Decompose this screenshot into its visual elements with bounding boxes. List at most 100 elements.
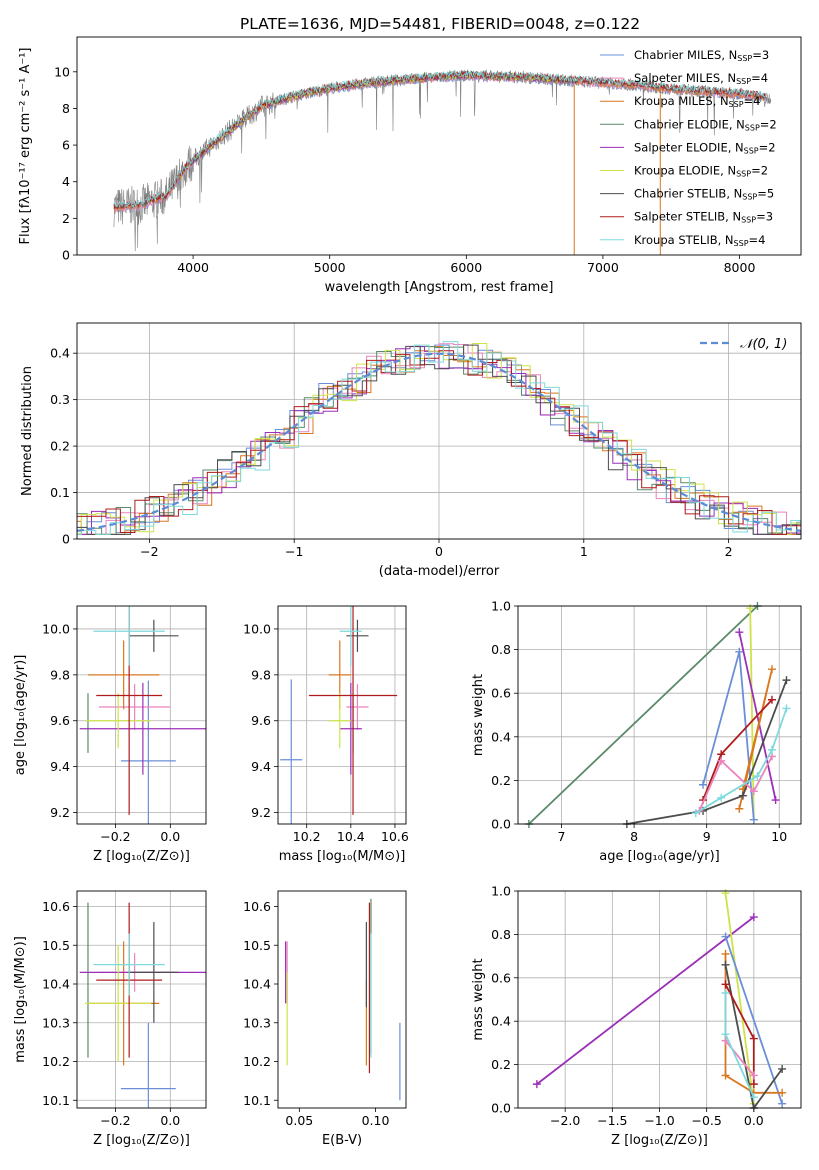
series-marker <box>782 676 791 685</box>
x-tick-label: −1.5 <box>597 1113 627 1128</box>
y-tick-label: 0.4 <box>491 1014 511 1029</box>
y-axis-label: Normed distribution <box>20 366 35 496</box>
legend-suffix: =4 <box>744 94 761 108</box>
weight-vs-age-series <box>524 602 791 828</box>
series-marker <box>749 1034 758 1043</box>
mass-vs-ebv-errorbars <box>285 898 401 1101</box>
y-tick-label: 10.4 <box>243 977 271 992</box>
x-tick-label: 10 <box>771 829 787 844</box>
series-marker <box>778 1099 787 1108</box>
x-tick-label: −0.5 <box>691 1113 721 1128</box>
x-axis-label: wavelength [Angstrom, rest frame] <box>325 280 554 295</box>
mass-vs-ebv-frame <box>277 890 407 1109</box>
y-tick-label: 9.4 <box>50 759 70 774</box>
x-tick-label: −0.2 <box>100 829 130 844</box>
series-marker <box>717 793 726 802</box>
y-tick-label: 10.6 <box>42 899 70 914</box>
x-tick-label: 10.6 <box>381 829 409 844</box>
legend-entry: 𝒩(0, 1) <box>740 337 787 352</box>
x-tick-label: −1 <box>285 544 303 559</box>
model-spectrum-line <box>113 70 767 209</box>
y-tick-label: 10.0 <box>42 621 70 636</box>
x-tick-label: 0 <box>435 544 443 559</box>
legend-subscript: SSP <box>737 54 752 63</box>
legend-subscript: SSP <box>745 123 760 132</box>
spectrum-lines <box>113 69 772 255</box>
series-line <box>749 608 755 820</box>
series-marker <box>738 791 747 800</box>
legend-text: Kroupa MILES, N <box>634 94 729 108</box>
y-tick-label: 9.6 <box>251 713 271 728</box>
y-tick-label: 4 <box>62 174 70 189</box>
x-tick-label: −2 <box>140 544 158 559</box>
residuals-frame <box>76 322 802 540</box>
series-marker <box>735 628 744 637</box>
y-axis-label: mass weight <box>471 674 486 756</box>
legend-suffix: =5 <box>757 187 774 201</box>
histogram-step-line <box>77 346 801 535</box>
series-marker <box>767 745 776 754</box>
x-tick-label: 0.0 <box>160 1113 180 1128</box>
histogram-step-line <box>77 344 801 535</box>
series-marker <box>778 1064 787 1073</box>
series-marker <box>532 1080 541 1089</box>
series-marker <box>746 604 755 613</box>
y-tick-label: 10.5 <box>243 938 271 953</box>
y-tick-label: 2 <box>62 211 70 226</box>
series-line <box>724 936 783 1104</box>
series-marker <box>782 704 791 713</box>
x-tick-label: −0.2 <box>100 1113 130 1128</box>
y-tick-label: 0.8 <box>491 642 511 657</box>
y-tick-label: 10.2 <box>42 1054 70 1069</box>
mass-vs-z-errorbars <box>79 902 206 1108</box>
x-tick-label: 8000 <box>724 260 756 275</box>
y-tick-label: 10.6 <box>243 899 271 914</box>
y-tick-label: 9.6 <box>50 713 70 728</box>
legend-text: Chabrier ELODIE, N <box>634 117 745 131</box>
legend-text: Salpeter STELIB, N <box>634 210 741 224</box>
y-tick-label: 0.0 <box>491 1101 511 1116</box>
series-marker <box>749 913 758 922</box>
age-vs-mass-frame <box>277 605 407 825</box>
y-tick-label: 0.4 <box>50 346 70 361</box>
y-tick-label: 6 <box>62 138 70 153</box>
x-tick-label: 6000 <box>450 260 482 275</box>
legend-subscript: SSP <box>741 216 756 225</box>
legend-subscript: SSP <box>744 146 759 155</box>
series-marker <box>735 804 744 813</box>
residuals-legend: 𝒩(0, 1) <box>700 337 787 352</box>
x-tick-label: 4000 <box>177 260 209 275</box>
figure-title: PLATE=1636, MJD=54481, FIBERID=0048, z=0… <box>240 15 640 33</box>
y-tick-label: 0.6 <box>491 686 511 701</box>
y-tick-label: 0.2 <box>50 439 70 454</box>
legend-entry: Chabrier ELODIE, NSSP=2 <box>634 117 777 132</box>
series-marker <box>767 695 776 704</box>
y-tick-label: 10.1 <box>42 1093 70 1108</box>
histogram-step-line <box>77 343 801 535</box>
series-marker <box>753 772 762 781</box>
mass-vs-z-axes: −0.2 0.0 10.1 10.2 10.3 10.4 10.5 10.6 Z [log₁₀(… <box>13 891 206 1148</box>
y-tick-label: 0.8 <box>491 927 511 942</box>
x-tick-label: −1.0 <box>644 1113 674 1128</box>
model-spectrum-line <box>113 69 767 208</box>
legend-entry: Salpeter MILES, NSSP=4 <box>634 71 768 86</box>
series-marker <box>699 780 708 789</box>
x-axis-label: age [log₁₀(age/yr)] <box>599 849 720 864</box>
series-marker <box>749 1080 758 1089</box>
y-tick-label: 9.2 <box>251 805 271 820</box>
y-tick-label: 1.0 <box>491 599 511 614</box>
weight-vs-z-frame <box>517 890 802 1109</box>
legend-entry: Salpeter STELIB, NSSP=3 <box>634 210 773 225</box>
age-vs-mass-errorbars <box>280 606 398 824</box>
x-axis-label: (data-model)/error <box>379 564 500 579</box>
x-tick-label: 10.4 <box>337 829 365 844</box>
residual-histograms <box>77 341 801 535</box>
y-tick-label: 1.0 <box>491 884 511 899</box>
mass-vs-z-frame <box>76 890 207 1109</box>
series-marker <box>721 988 730 997</box>
legend-subscript: SSP <box>734 239 749 248</box>
series-marker <box>767 665 776 674</box>
y-tick-label: 0.4 <box>491 729 511 744</box>
